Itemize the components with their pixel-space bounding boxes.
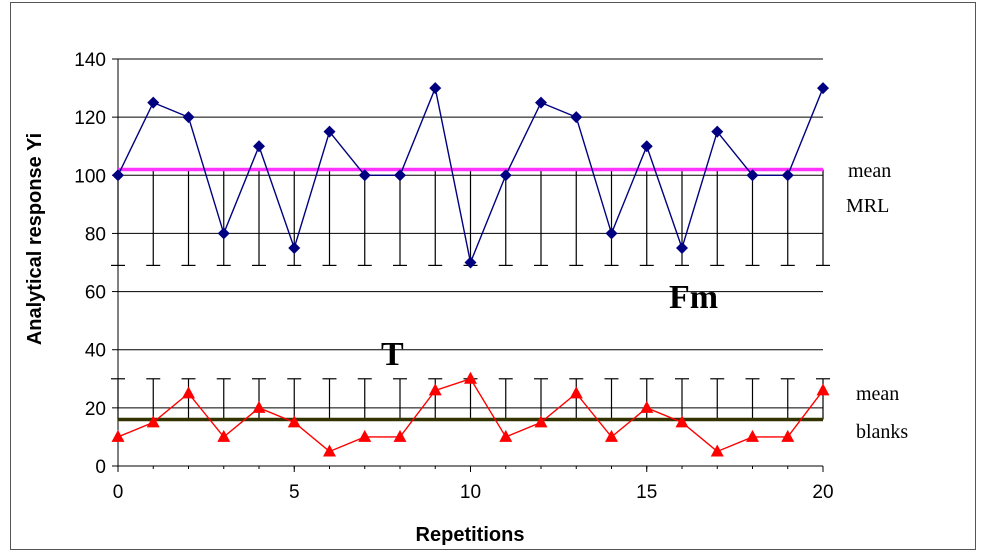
y-tick-label-20: 20 [85, 399, 106, 420]
y-tick-label-120: 120 [74, 108, 106, 129]
mrl-point-12 [535, 96, 547, 109]
blanks-point-14 [605, 429, 618, 442]
mrl-point-7 [358, 169, 371, 182]
blanks-point-4 [252, 400, 266, 413]
mrl-point-11 [499, 169, 512, 182]
blanks-point-0 [111, 429, 125, 442]
t-annotation: T [381, 336, 404, 373]
mrl-point-20 [817, 82, 829, 95]
mrl-point-13 [570, 111, 583, 124]
mrl-point-1 [147, 96, 160, 109]
fm-annotation: Fm [669, 279, 718, 316]
mean-blanks-label-line1: mean [856, 383, 899, 405]
mrl-point-14 [605, 227, 618, 240]
mrl-point-2 [182, 111, 195, 124]
y-tick-label-60: 60 [85, 283, 106, 304]
mean-mrl-label-line2: MRL [846, 195, 889, 217]
blanks-point-19 [781, 429, 795, 442]
mrl-point-5 [288, 241, 301, 254]
blanks-point-5 [287, 415, 301, 428]
blanks-point-20 [816, 383, 830, 396]
mrl-point-19 [781, 169, 794, 182]
mrl-point-10 [464, 256, 477, 269]
y-tick-label-100: 100 [74, 166, 106, 187]
mrl-point-9 [429, 82, 442, 95]
blanks-point-17 [710, 444, 724, 457]
tick-labels: 0 20 40 60 80 100 120 140 0 5 10 15 20 [74, 50, 833, 503]
blanks-point-1 [146, 415, 160, 428]
mrl-point-0 [112, 169, 124, 182]
blanks-point-13 [569, 386, 583, 399]
chart: 0 20 40 60 80 100 120 140 0 5 10 15 20 Repetitions A… [24, 50, 908, 546]
mrl-point-18 [746, 169, 759, 182]
blanks-point-15 [640, 400, 654, 413]
blanks-point-18 [746, 429, 759, 442]
y-tick-label-0: 0 [95, 457, 106, 478]
blanks-point-8 [393, 429, 407, 442]
y-tick-label-140: 140 [74, 50, 106, 71]
series-layer [111, 82, 830, 457]
blanks-point-6 [323, 444, 336, 457]
mrl-point-6 [323, 125, 336, 138]
x-tick-label-5: 5 [289, 482, 300, 503]
mrl-point-15 [640, 140, 653, 153]
blanks-point-2 [182, 386, 195, 399]
y-tick-label-40: 40 [85, 341, 106, 362]
mrl-point-8 [394, 169, 406, 182]
blanks-point-3 [217, 429, 231, 442]
blanks-point-12 [534, 415, 548, 428]
y-tick-label-80: 80 [85, 224, 106, 245]
mrl-point-16 [676, 241, 688, 254]
mrl-point-3 [217, 227, 230, 240]
mrl-point-17 [711, 125, 724, 138]
x-axis-title: Repetitions [416, 524, 525, 546]
x-tick-label-20: 20 [812, 482, 833, 503]
mrl-point-4 [253, 140, 265, 153]
x-tick-label-10: 10 [460, 482, 481, 503]
mean-mrl-label-line1: mean [848, 160, 891, 182]
x-tick-label-15: 15 [636, 482, 657, 503]
blanks-point-16 [675, 415, 689, 428]
blanks-point-11 [499, 429, 513, 442]
chart-frame: 0 20 40 60 80 100 120 140 0 5 10 15 20 Repetitions A… [10, 2, 976, 550]
mean-blanks-label-line2: blanks [856, 421, 908, 443]
x-tick-label-0: 0 [113, 482, 124, 503]
blanks-point-7 [358, 429, 372, 442]
blanks-point-9 [428, 383, 442, 396]
y-axis-title: Analytical response Yi [24, 133, 46, 345]
blanks-point-10 [464, 371, 477, 384]
